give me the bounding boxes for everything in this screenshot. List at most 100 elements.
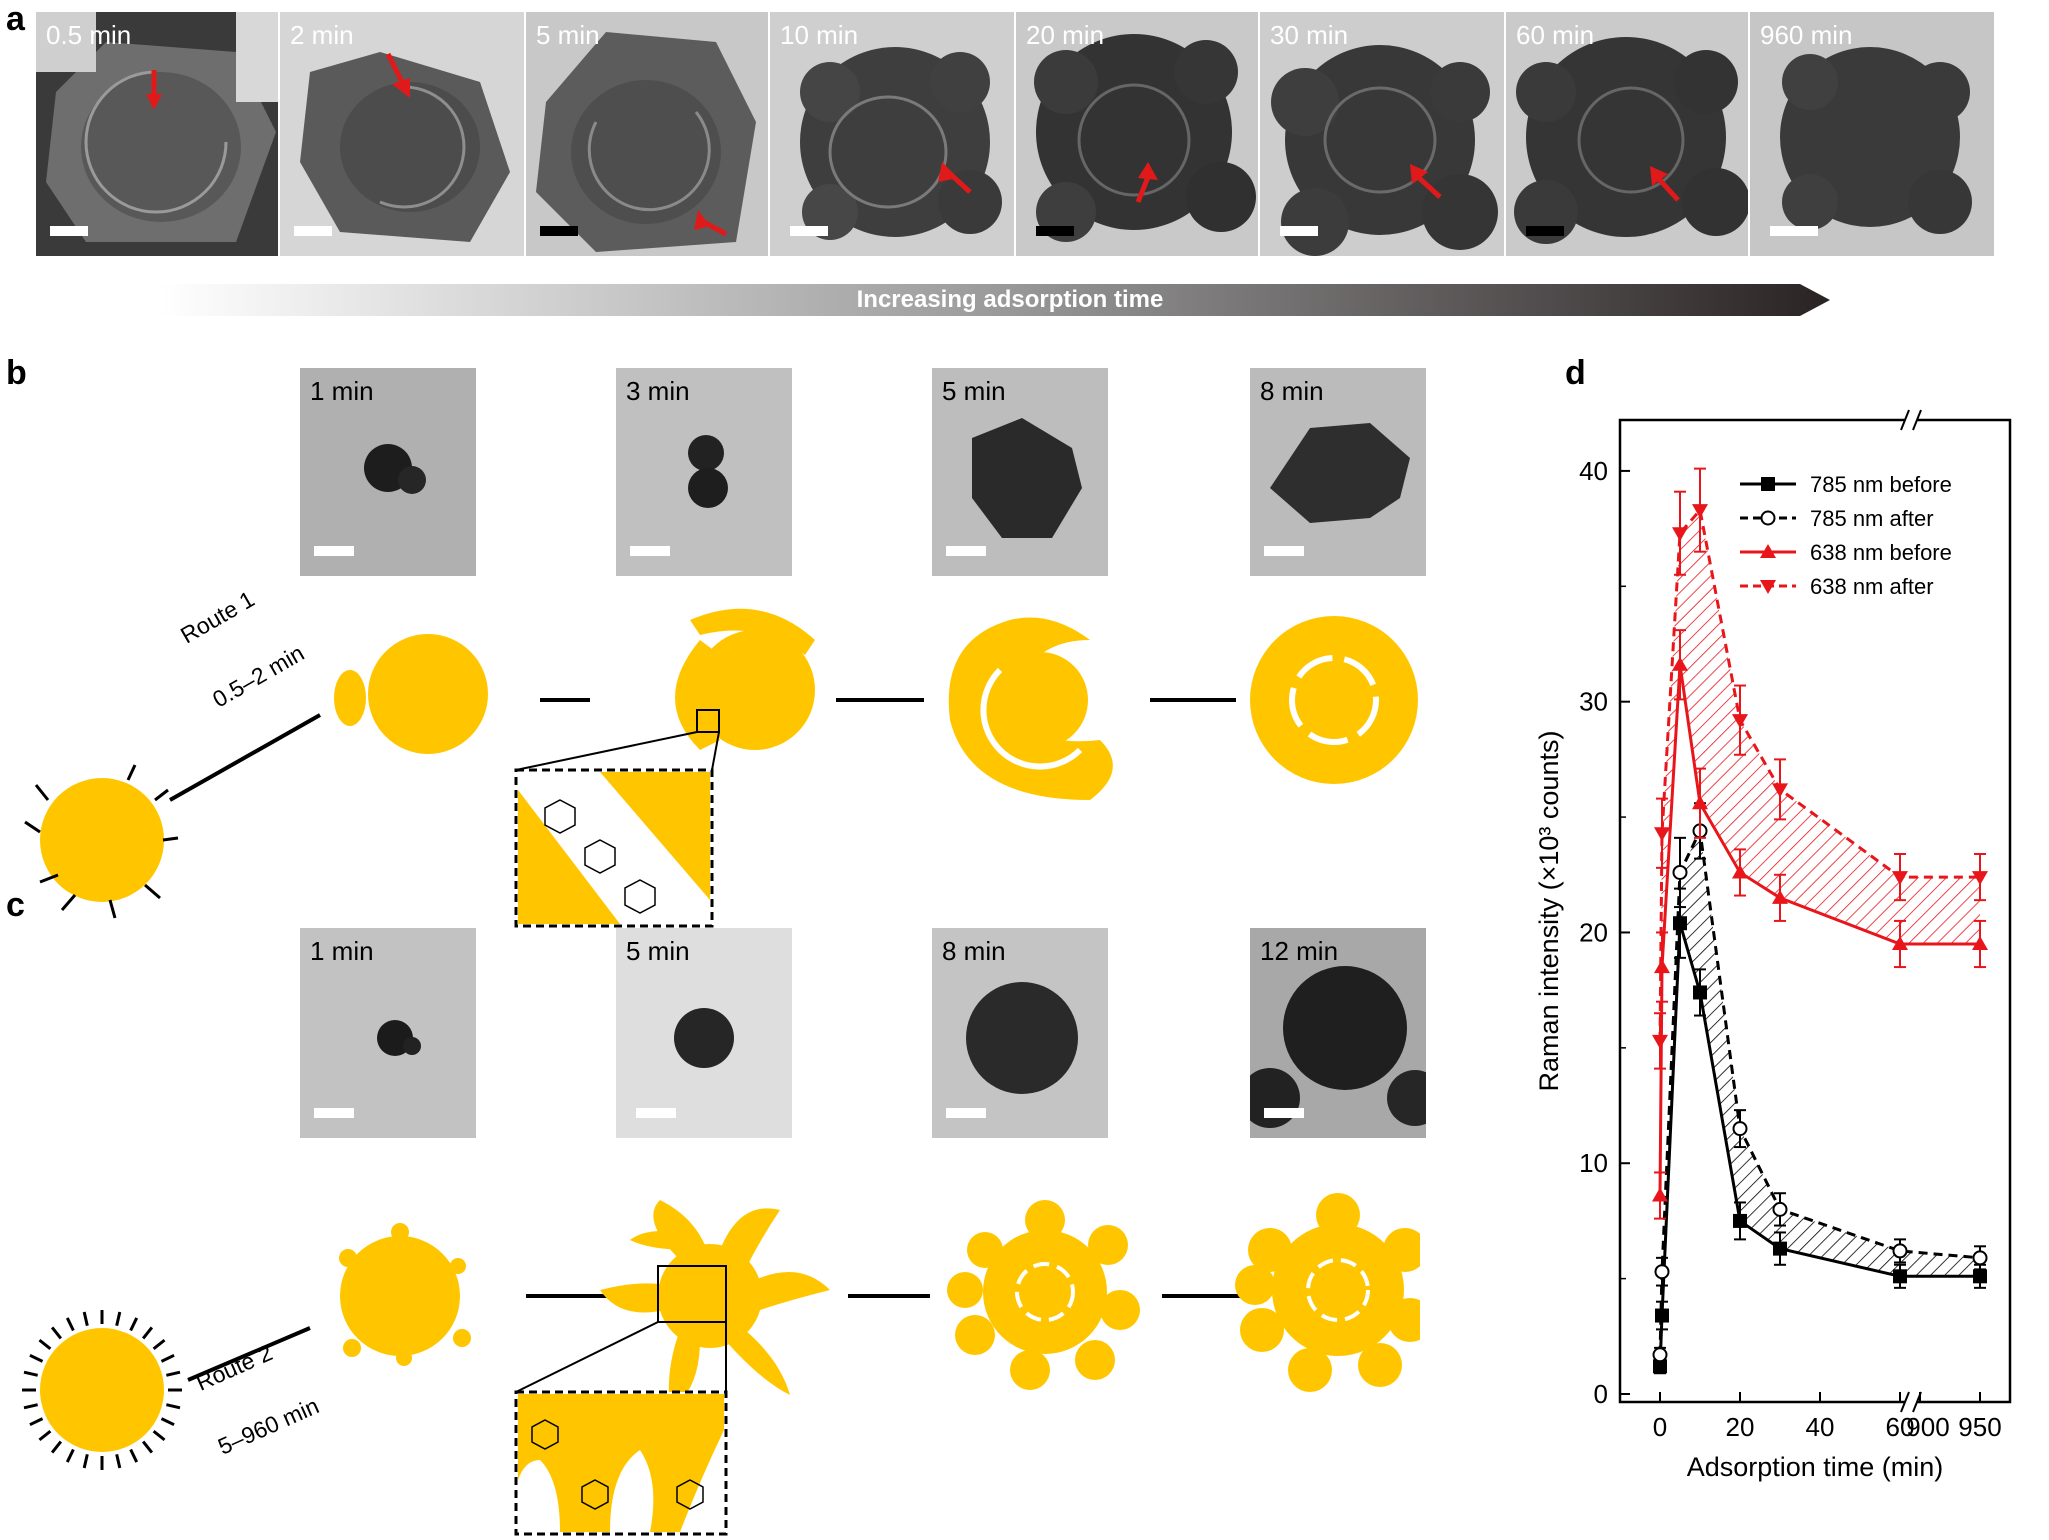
frame-time-label: 30 min (1270, 20, 1349, 50)
data-point (1733, 1213, 1747, 1228)
data-point (1673, 916, 1687, 931)
ligand-tick (141, 1440, 154, 1454)
ligand-tick (166, 1403, 181, 1410)
ligand-tick (29, 1353, 44, 1363)
tem-b-5min: 5 min (932, 368, 1108, 576)
ligand-tick (38, 1429, 52, 1442)
series-line-785-nm-before (1658, 922, 1980, 1367)
y-tick-label: 10 (1579, 1148, 1608, 1178)
tem-c-12min: 12 min (1250, 928, 1426, 1138)
legend-marker (1760, 580, 1776, 594)
data-point (1973, 1269, 1987, 1284)
data-point (1972, 935, 1988, 950)
scale-bar (1770, 226, 1818, 236)
panel-label-a: a (6, 0, 25, 38)
tem-frame-2min: 2 min (280, 12, 524, 256)
tem-c-5min: 5 min (616, 928, 792, 1138)
data-point (1653, 1359, 1667, 1374)
tem-b-1min: 1 min (300, 368, 476, 576)
x-tick-label: 900 (1906, 1412, 1949, 1442)
data-point (1732, 1121, 1748, 1137)
x-tick-label: 950 (1958, 1412, 2001, 1442)
seed-particle (22, 1310, 182, 1470)
frame-time-label: 10 min (780, 20, 859, 50)
data-point (1652, 1347, 1668, 1363)
scale-bar (314, 1108, 354, 1118)
series-line-785-nm-after (1658, 825, 1981, 1355)
ligand-tick (152, 1429, 166, 1442)
plot-frame (1618, 418, 2012, 1404)
frame-time-label: 2 min (290, 20, 354, 50)
frame-time-label: 5 min (536, 20, 600, 50)
y-axis-label: Raman intensity (×10³ counts) (1534, 731, 1564, 1092)
data-point (1892, 935, 1908, 950)
data-point (1893, 1269, 1907, 1284)
scale-bar (946, 546, 986, 556)
data-point (1652, 1034, 1668, 1049)
data-point (1732, 714, 1748, 729)
scale-bar (790, 226, 828, 236)
scale-bar (636, 1108, 676, 1118)
x-tick-label: 40 (1806, 1412, 1835, 1442)
scale-bar (1264, 546, 1304, 556)
scale-bar (630, 546, 670, 556)
scale-bar (1264, 1108, 1304, 1118)
axis-break-gap (1905, 1396, 1917, 1408)
scale-bar (50, 226, 88, 236)
data-point (1892, 871, 1908, 886)
frame-time-label: 960 min (1760, 20, 1853, 50)
red-hatch-band (1660, 510, 1980, 1196)
tem-frame-10min: 10 min (770, 12, 1014, 256)
tem-frame-20min: 20 min (1016, 12, 1258, 256)
frame-time-label: 8 min (942, 936, 1006, 966)
ligand-tick (23, 1370, 38, 1377)
tem-c-8min: 8 min (932, 928, 1108, 1138)
panel-label-b: b (6, 354, 27, 392)
ligand-tick (65, 1317, 75, 1332)
x-tick-label: 0 (1653, 1412, 1667, 1442)
scale-bar (540, 226, 578, 236)
black-hatch-band (1660, 830, 1980, 1367)
y-tick-label: 40 (1579, 456, 1608, 486)
frame-time-label: 3 min (626, 376, 690, 406)
route1-schematic (24, 608, 1418, 928)
legend-marker (1760, 544, 1776, 558)
scale-bar (946, 1108, 986, 1118)
series-line-638-nm-after (1658, 506, 1980, 1041)
data-point (1672, 527, 1688, 542)
ligand-tick (50, 1440, 63, 1454)
ligand-tick (160, 1417, 175, 1427)
route2-schematic (22, 1193, 1420, 1536)
tem-frame-60min: 60 min (1506, 12, 1748, 256)
y-tick-label: 30 (1579, 687, 1608, 717)
ligand-tick (166, 1370, 181, 1377)
frame-time-label: 1 min (310, 376, 374, 406)
axis-break-mark (1900, 1391, 1910, 1413)
x-axis-label: Adsorption time (min) (1687, 1452, 1944, 1482)
tem-b-3min: 3 min (616, 368, 792, 576)
data-point (1654, 827, 1670, 842)
x-tick-label: 60 (1886, 1412, 1915, 1442)
legend-label: 785 nm before (1810, 472, 1952, 497)
ligand-tick (152, 1338, 166, 1351)
data-point (1693, 985, 1707, 1000)
seed-particle (24, 764, 179, 919)
y-tick-label: 0 (1594, 1379, 1608, 1409)
data-point (1655, 1308, 1669, 1323)
data-point (1972, 871, 1988, 886)
data-point (1892, 1243, 1908, 1259)
data-point (1692, 795, 1708, 810)
legend-label: 785 nm after (1810, 506, 1934, 531)
data-point (1732, 864, 1748, 879)
panel-label-c: c (6, 886, 25, 924)
y-tick-label: 20 (1579, 917, 1608, 947)
legend-marker (1760, 510, 1776, 526)
tem-frame-0-5min: 0.5 min (36, 12, 278, 256)
frame-time-label: 5 min (626, 936, 690, 966)
ligand-tick (82, 1311, 89, 1326)
increasing-time-arrow (160, 284, 1830, 316)
tem-frame-960min: 960 min (1750, 12, 1994, 256)
tem-b-8min: 8 min (1250, 368, 1426, 576)
ligand-tick (50, 1326, 63, 1340)
scale-bar (1526, 226, 1564, 236)
